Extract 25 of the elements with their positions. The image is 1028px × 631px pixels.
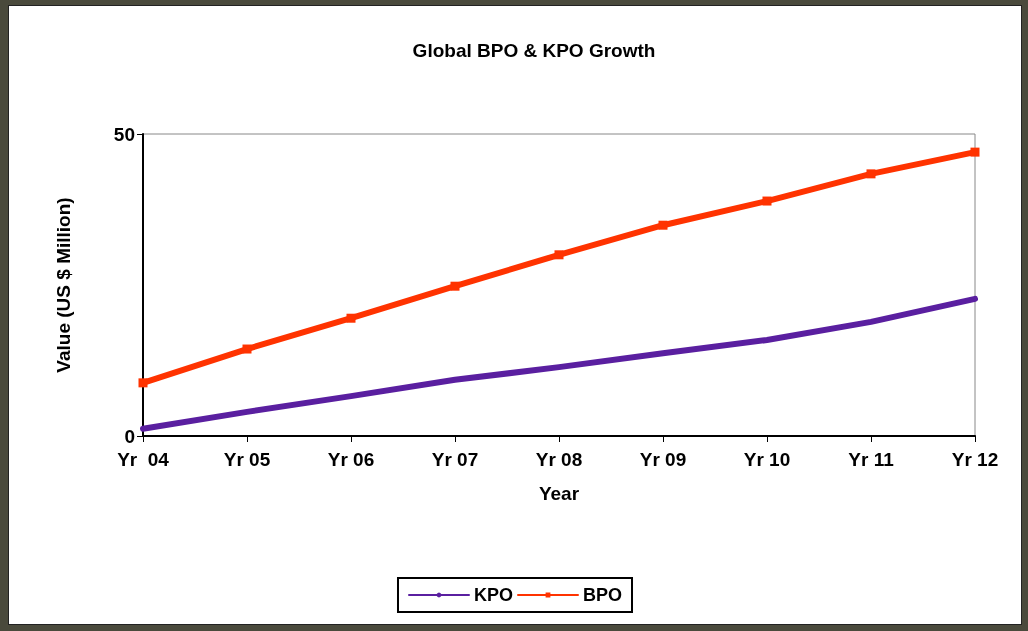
x-axis-title: Year [538,483,580,504]
point [138,378,148,388]
x-tick-label: Yr 09 [639,449,687,470]
y-axis-title: Value (US $ Million) [53,197,74,373]
point [762,196,772,206]
point [970,147,980,157]
x-tick-label: Yr 08 [535,449,583,470]
point [658,220,668,230]
point [242,344,252,354]
x-tick-label: Yr 11 [848,449,895,470]
x-tick-label: Yr 07 [431,449,479,470]
point [866,169,876,179]
x-tick-label: Yr 04 [117,449,170,470]
x-tick-label: Yr 10 [743,449,791,470]
point [346,313,356,323]
legend-label: KPO [473,585,514,605]
x-tick-label: Yr 06 [327,449,375,470]
point [554,250,564,260]
y-tick-label: 50 [113,123,135,145]
x-tick-label: Yr 05 [223,449,271,470]
legend-label: BPO [583,585,623,605]
y-tick-label: 0 [124,425,135,447]
chart-title: Global BPO & KPO Growth [412,40,656,61]
point [450,281,460,291]
x-tick-label: Yr 12 [951,449,999,470]
